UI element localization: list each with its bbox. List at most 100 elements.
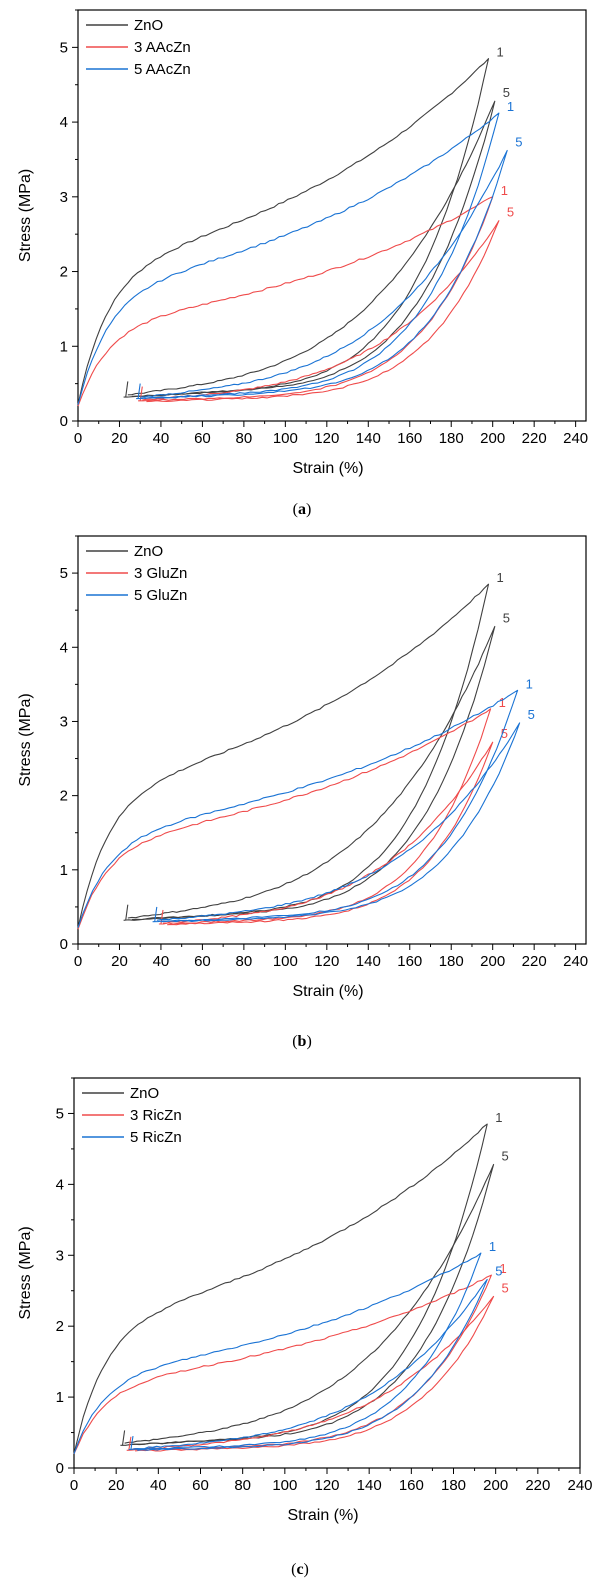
curve-cycle-5 xyxy=(131,1296,494,1451)
curve-cycle-1 xyxy=(78,113,499,405)
x-tick-label: 160 xyxy=(399,1477,424,1494)
x-tick-label: 0 xyxy=(74,430,82,447)
y-tick-label: 3 xyxy=(60,189,68,206)
x-tick-label: 60 xyxy=(192,1477,209,1494)
legend-entry: ZnO xyxy=(134,543,163,560)
chart-panel-a: 0 20 40 60 80 100 120 140 160 180 200 220 240 0 1 2 3 4 5 S… xyxy=(17,10,588,518)
x-tick-label: 160 xyxy=(397,953,422,970)
series-zno: 15 xyxy=(78,570,510,927)
curve-set-jump xyxy=(123,1430,125,1445)
caption-close: ) xyxy=(306,1033,311,1050)
cycle-5-label: 5 xyxy=(515,134,522,149)
x-tick-label: 160 xyxy=(397,430,422,447)
legend-entry: ZnO xyxy=(134,17,163,34)
cycle-5-label: 5 xyxy=(507,205,514,220)
legend-entry: 3 GluZn xyxy=(134,565,187,582)
cycle-1-label: 1 xyxy=(499,695,506,710)
cycle-1-label: 1 xyxy=(526,676,533,691)
x-tick-label: 120 xyxy=(314,953,339,970)
x-tick-label: 140 xyxy=(356,953,381,970)
series-three: 15 xyxy=(74,1261,509,1454)
x-axis-title: Strain (%) xyxy=(292,460,363,477)
chart-panel-c: 0 20 40 60 80 100 120 140 160 180 200 220 240 0 1 2 3 4 5 S… xyxy=(17,1078,593,1578)
x-axis-title: Strain (%) xyxy=(292,983,363,1000)
cycle-5-label: 5 xyxy=(503,85,510,100)
series-zno: 15 xyxy=(74,1110,509,1454)
curve-cycle-5 xyxy=(128,627,495,920)
x-tick-label: 200 xyxy=(483,1477,508,1494)
cycle-1-label: 1 xyxy=(497,570,504,585)
panel-caption: (c) xyxy=(291,1561,309,1578)
curve-cycle-1 xyxy=(74,1253,481,1454)
legend-entry: 3 AAcZn xyxy=(134,39,191,56)
y-tick-label: 1 xyxy=(60,338,68,355)
y-tick-label: 2 xyxy=(60,788,68,805)
curve-set-jump xyxy=(126,905,128,921)
x-tick-label: 120 xyxy=(314,1477,339,1494)
cycle-1-label: 1 xyxy=(495,1110,502,1125)
x-tick-label: 40 xyxy=(153,953,170,970)
x-axis-title: Strain (%) xyxy=(287,1507,358,1524)
curve-set-jump xyxy=(126,381,128,397)
x-tick-label: 0 xyxy=(74,953,82,970)
curve-cycle-1 xyxy=(78,709,491,929)
x-tick-label: 80 xyxy=(236,953,253,970)
cycle-1-label: 1 xyxy=(507,99,514,114)
panel-caption: (a) xyxy=(293,501,312,518)
series-five: 15 xyxy=(78,676,535,927)
cycle-1-label: 1 xyxy=(501,183,508,198)
caption-close: ) xyxy=(304,1561,309,1578)
x-tick-label: 140 xyxy=(357,1477,382,1494)
x-tick-label: 240 xyxy=(567,1477,592,1494)
y-tick-label: 3 xyxy=(56,1247,64,1264)
legend: ZnO3 RicZn5 RicZn xyxy=(82,1085,182,1146)
x-tick-label: 40 xyxy=(153,430,170,447)
chart-panel-b: 0 20 40 60 80 100 120 140 160 180 200 220 240012345S… xyxy=(17,536,588,1050)
x-tick-label: 100 xyxy=(272,1477,297,1494)
legend-entry: 3 RicZn xyxy=(130,1107,182,1124)
curve-cycle-1 xyxy=(78,584,489,928)
y-tick-label: 2 xyxy=(60,264,68,281)
x-tick-label: 0 xyxy=(70,1477,78,1494)
cycle-5-label: 5 xyxy=(495,1263,502,1278)
x-tick-label: 240 xyxy=(563,953,588,970)
x-tick-label: 220 xyxy=(522,953,547,970)
curve-cycle-5 xyxy=(140,151,507,399)
y-tick-label: 0 xyxy=(60,413,68,430)
x-tick-label: 180 xyxy=(439,430,464,447)
curve-cycle-5 xyxy=(133,1279,487,1450)
x-tick-label: 180 xyxy=(439,953,464,970)
y-tick-label: 4 xyxy=(60,114,68,131)
y-tick-label: 0 xyxy=(60,936,68,953)
legend-entry: 5 AAcZn xyxy=(134,61,191,78)
x-tick-label: 180 xyxy=(441,1477,466,1494)
y-axis-title: Stress (MPa) xyxy=(17,693,34,786)
y-tick-label: 4 xyxy=(56,1176,64,1193)
cycle-1-label: 1 xyxy=(489,1239,496,1254)
y-axis-title: Stress (MPa) xyxy=(17,169,34,262)
curve-cycle-5 xyxy=(157,723,520,922)
x-tick-label: 100 xyxy=(273,430,298,447)
series-zno: 15 xyxy=(78,45,510,405)
cycle-1-label: 1 xyxy=(497,45,504,60)
curve-cycle-5 xyxy=(142,221,499,402)
x-tick-label: 80 xyxy=(236,430,253,447)
curve-cycle-1 xyxy=(78,690,518,927)
caption-letter: c xyxy=(296,1561,303,1578)
x-tick-label: 20 xyxy=(111,953,128,970)
cycle-5-label: 5 xyxy=(528,707,535,722)
cycle-5-label: 5 xyxy=(502,1149,509,1164)
x-tick-label: 120 xyxy=(314,430,339,447)
x-tick-label: 60 xyxy=(194,430,211,447)
x-tick-label: 220 xyxy=(522,430,547,447)
y-tick-label: 2 xyxy=(56,1318,64,1335)
caption-letter: b xyxy=(298,1033,307,1050)
y-tick-label: 3 xyxy=(60,713,68,730)
caption-close: ) xyxy=(306,501,311,518)
x-tick-label: 100 xyxy=(273,953,298,970)
legend-entry: 5 RicZn xyxy=(130,1129,182,1146)
curve-cycle-5 xyxy=(128,101,495,396)
x-tick-label: 140 xyxy=(356,430,381,447)
series-three: 15 xyxy=(78,695,508,929)
